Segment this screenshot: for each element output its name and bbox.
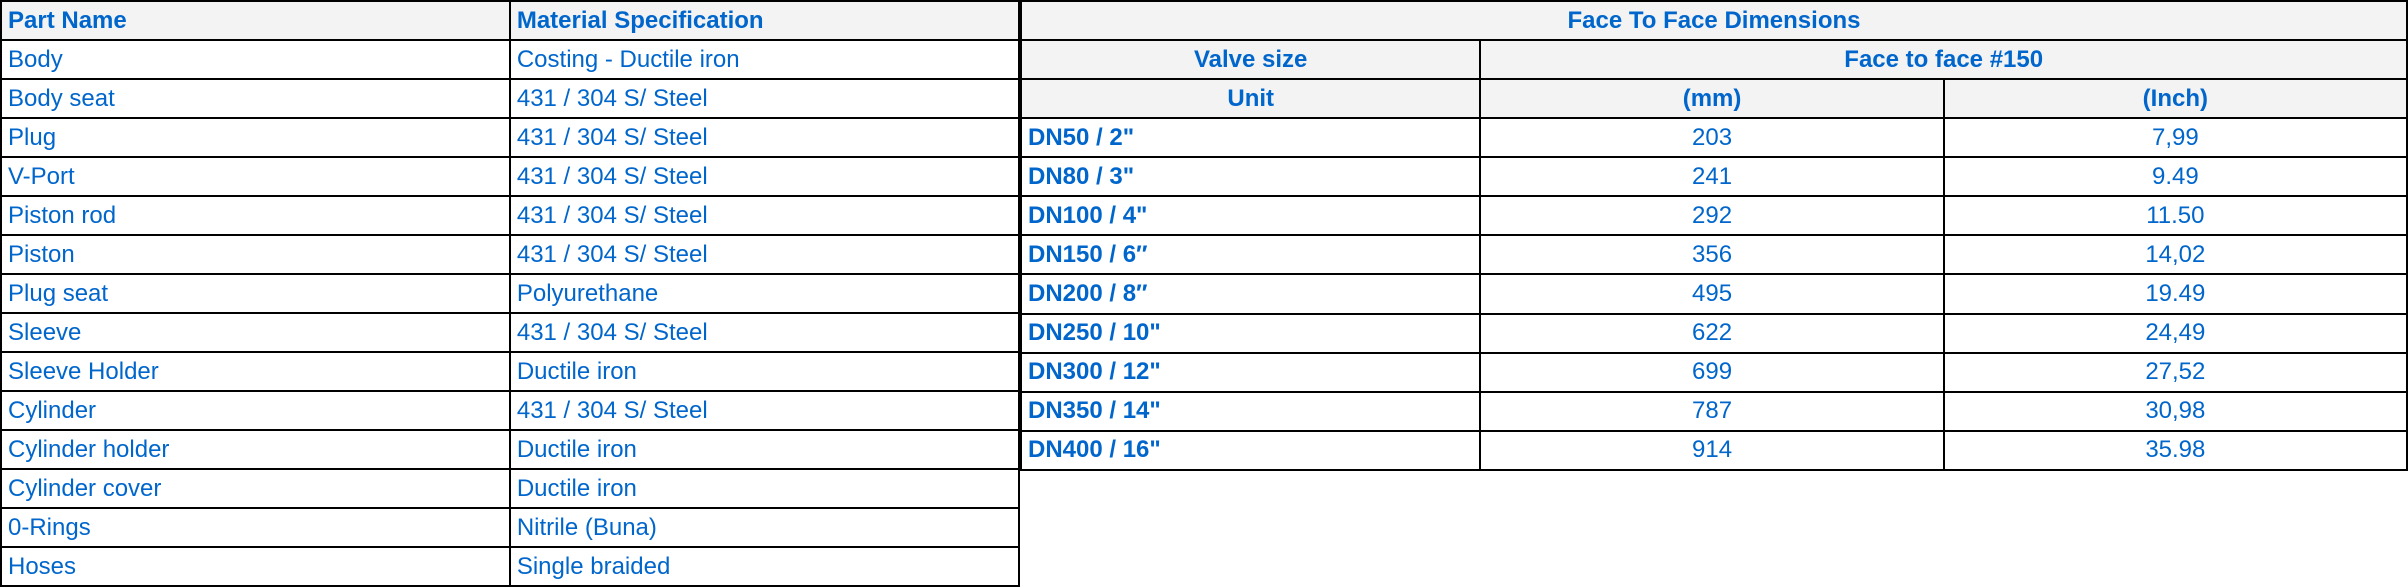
material-cell: 431 / 304 S/ Steel xyxy=(510,313,1019,352)
materials-table: Part Name Material Specification BodyCos… xyxy=(0,0,1020,587)
material-cell: 431 / 304 S/ Steel xyxy=(510,79,1019,118)
size-cell: DN80 / 3" xyxy=(1021,157,1480,196)
mm-cell: 622 xyxy=(1480,314,1943,353)
inch-cell: 35.98 xyxy=(1944,431,2407,470)
dimensions-table: Face To Face Dimensions Valve size Face … xyxy=(1020,0,2408,587)
table-row: Cylinder holderDuctile iron xyxy=(1,430,1019,469)
unit-inch: (Inch) xyxy=(1944,79,2407,118)
part-cell: Body seat xyxy=(1,79,510,118)
material-cell: Single braided xyxy=(510,547,1019,586)
part-cell: Piston xyxy=(1,235,510,274)
inch-cell: 14,02 xyxy=(1944,235,2407,274)
table-row: Plug431 / 304 S/ Steel xyxy=(1,118,1019,157)
size-cell: DN50 / 2" xyxy=(1021,118,1480,157)
material-cell: 431 / 304 S/ Steel xyxy=(510,391,1019,430)
table-row: Piston431 / 304 S/ Steel xyxy=(1,235,1019,274)
mm-cell: 292 xyxy=(1480,196,1943,235)
part-cell: Body xyxy=(1,40,510,79)
table-row: HosesSingle braided xyxy=(1,547,1019,586)
part-cell: Cylinder cover xyxy=(1,469,510,508)
part-cell: Cylinder holder xyxy=(1,430,510,469)
material-cell: Costing - Ductile iron xyxy=(510,40,1019,79)
part-cell: Sleeve Holder xyxy=(1,352,510,391)
table-row: DN200 / 8″49519.49 xyxy=(1021,274,2407,313)
empty-cell xyxy=(1021,548,2407,587)
table-row: DN350 / 14"78730,98 xyxy=(1021,392,2407,431)
inch-cell: 27,52 xyxy=(1944,353,2407,392)
mm-cell: 241 xyxy=(1480,157,1943,196)
table-row: DN150 / 6″35614,02 xyxy=(1021,235,2407,274)
table-row: Plug seatPolyurethane xyxy=(1,274,1019,313)
mm-cell: 914 xyxy=(1480,431,1943,470)
material-cell: Polyurethane xyxy=(510,274,1019,313)
unit-mm: (mm) xyxy=(1480,79,1943,118)
material-cell: 431 / 304 S/ Steel xyxy=(510,157,1019,196)
table-row: Body seat431 / 304 S/ Steel xyxy=(1,79,1019,118)
table-row: Sleeve HolderDuctile iron xyxy=(1,352,1019,391)
empty-cell xyxy=(1021,509,2407,548)
size-cell: DN250 / 10" xyxy=(1021,314,1480,353)
mm-cell: 203 xyxy=(1480,118,1943,157)
header-face-to-face: Face To Face Dimensions xyxy=(1021,1,2407,40)
inch-cell: 30,98 xyxy=(1944,392,2407,431)
size-cell: DN100 / 4" xyxy=(1021,196,1480,235)
table-row: BodyCosting - Ductile iron xyxy=(1,40,1019,79)
material-cell: Nitrile (Buna) xyxy=(510,508,1019,547)
part-cell: Plug seat xyxy=(1,274,510,313)
part-cell: Cylinder xyxy=(1,391,510,430)
part-cell: Hoses xyxy=(1,547,510,586)
table-row: DN80 / 3"2419.49 xyxy=(1021,157,2407,196)
part-cell: Piston rod xyxy=(1,196,510,235)
subheader-valve-size: Valve size xyxy=(1021,40,1480,79)
part-cell: Plug xyxy=(1,118,510,157)
mm-cell: 699 xyxy=(1480,353,1943,392)
size-cell: DN150 / 6″ xyxy=(1021,235,1480,274)
table-row: Cylinder coverDuctile iron xyxy=(1,469,1019,508)
material-cell: Ductile iron xyxy=(510,469,1019,508)
material-cell: Ductile iron xyxy=(510,352,1019,391)
mm-cell: 356 xyxy=(1480,235,1943,274)
table-row: Cylinder431 / 304 S/ Steel xyxy=(1,391,1019,430)
material-cell: 431 / 304 S/ Steel xyxy=(510,118,1019,157)
table-row: 0-RingsNitrile (Buna) xyxy=(1,508,1019,547)
table-row: V-Port431 / 304 S/ Steel xyxy=(1,157,1019,196)
table-row: DN300 / 12"69927,52 xyxy=(1021,353,2407,392)
table-row: DN50 / 2"2037,99 xyxy=(1021,118,2407,157)
part-cell: 0-Rings xyxy=(1,508,510,547)
inch-cell: 11.50 xyxy=(1944,196,2407,235)
inch-cell: 19.49 xyxy=(1944,274,2407,313)
unit-label: Unit xyxy=(1021,79,1480,118)
empty-cell xyxy=(1021,470,2407,509)
size-cell: DN400 / 16" xyxy=(1021,431,1480,470)
inch-cell: 24,49 xyxy=(1944,314,2407,353)
mm-cell: 787 xyxy=(1480,392,1943,431)
material-cell: 431 / 304 S/ Steel xyxy=(510,196,1019,235)
col-header-part: Part Name xyxy=(1,1,510,40)
material-cell: Ductile iron xyxy=(510,430,1019,469)
part-cell: Sleeve xyxy=(1,313,510,352)
table-row: Piston rod431 / 304 S/ Steel xyxy=(1,196,1019,235)
part-cell: V-Port xyxy=(1,157,510,196)
table-row: Sleeve431 / 304 S/ Steel xyxy=(1,313,1019,352)
inch-cell: 7,99 xyxy=(1944,118,2407,157)
material-cell: 431 / 304 S/ Steel xyxy=(510,235,1019,274)
table-row: DN250 / 10"62224,49 xyxy=(1021,314,2407,353)
mm-cell: 495 xyxy=(1480,274,1943,313)
col-header-material: Material Specification xyxy=(510,1,1019,40)
table-row: DN100 / 4"29211.50 xyxy=(1021,196,2407,235)
inch-cell: 9.49 xyxy=(1944,157,2407,196)
subheader-f2f-150: Face to face #150 xyxy=(1480,40,2407,79)
size-cell: DN300 / 12" xyxy=(1021,353,1480,392)
size-cell: DN200 / 8″ xyxy=(1021,274,1480,313)
table-row: DN400 / 16"91435.98 xyxy=(1021,431,2407,470)
tables-wrapper: Part Name Material Specification BodyCos… xyxy=(0,0,2408,587)
size-cell: DN350 / 14" xyxy=(1021,392,1480,431)
